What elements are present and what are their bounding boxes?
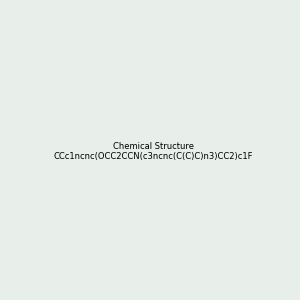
Text: Chemical Structure
CCc1ncnc(OCC2CCN(c3ncnc(C(C)C)n3)CC2)c1F: Chemical Structure CCc1ncnc(OCC2CCN(c3nc… bbox=[54, 142, 254, 161]
